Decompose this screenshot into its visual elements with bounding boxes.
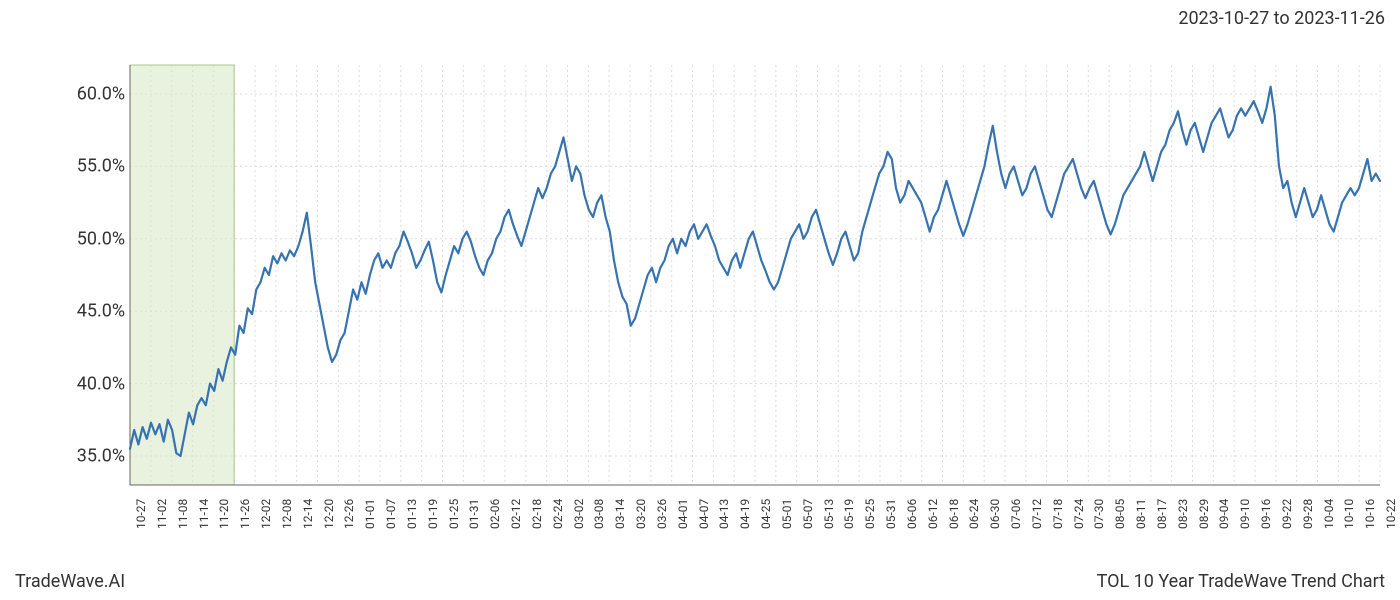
x-tick-label: 12-02 [259, 499, 273, 529]
x-tick-label: 02-18 [530, 499, 544, 529]
chart-title: TOL 10 Year TradeWave Trend Chart [1097, 571, 1385, 592]
x-tick-label: 03-08 [592, 499, 606, 529]
x-tick-label: 04-13 [717, 499, 731, 529]
x-tick-label: 12-08 [280, 499, 294, 529]
x-tick-label: 04-07 [697, 499, 711, 529]
x-tick-label: 07-30 [1092, 499, 1106, 529]
x-tick-label: 06-06 [905, 499, 919, 529]
x-tick-label: 11-26 [238, 499, 252, 529]
x-tick-label: 01-19 [426, 499, 440, 529]
x-tick-label: 03-14 [613, 499, 627, 529]
x-tick-label: 10-10 [1342, 499, 1356, 529]
x-tick-label: 09-16 [1259, 499, 1273, 529]
x-tick-label: 04-01 [676, 499, 690, 529]
chart-container: 2023-10-27 to 2023-11-26 35.0%40.0%45.0%… [0, 0, 1400, 600]
x-tick-label: 08-23 [1176, 499, 1190, 529]
x-tick-label: 11-14 [197, 499, 211, 529]
x-tick-label: 12-14 [301, 499, 315, 529]
x-tick-label: 11-20 [217, 499, 231, 529]
x-tick-label: 02-12 [509, 499, 523, 529]
x-tick-label: 09-22 [1280, 499, 1294, 529]
trend-chart-svg [0, 0, 1400, 560]
x-tick-label: 08-29 [1197, 499, 1211, 529]
x-tick-label: 07-18 [1051, 499, 1065, 529]
x-tick-label: 01-01 [363, 499, 377, 529]
x-tick-label: 05-19 [842, 499, 856, 529]
x-tick-label: 07-24 [1072, 499, 1086, 529]
x-tick-label: 01-31 [467, 499, 481, 529]
x-tick-label: 05-01 [780, 499, 794, 529]
x-tick-label: 04-19 [738, 499, 752, 529]
x-tick-label: 10-04 [1322, 499, 1336, 529]
y-tick-label: 60.0% [77, 83, 125, 104]
x-tick-label: 12-26 [342, 499, 356, 529]
x-tick-label: 09-04 [1217, 499, 1231, 529]
x-tick-label: 02-06 [488, 499, 502, 529]
x-tick-label: 01-13 [405, 499, 419, 529]
x-tick-label: 03-26 [655, 499, 669, 529]
x-tick-label: 10-22 [1384, 499, 1398, 529]
x-tick-label: 09-28 [1301, 499, 1315, 529]
x-tick-label: 08-17 [1155, 499, 1169, 529]
y-tick-label: 35.0% [77, 446, 125, 467]
x-tick-label: 08-05 [1113, 499, 1127, 529]
x-tick-label: 06-12 [926, 499, 940, 529]
x-tick-label: 10-27 [134, 499, 148, 529]
x-tick-label: 09-10 [1238, 499, 1252, 529]
y-tick-label: 45.0% [77, 301, 125, 322]
y-tick-label: 55.0% [77, 156, 125, 177]
x-tick-label: 05-07 [801, 499, 815, 529]
x-tick-label: 11-02 [155, 499, 169, 529]
x-tick-label: 05-13 [822, 499, 836, 529]
x-tick-label: 02-24 [551, 499, 565, 529]
x-tick-label: 05-31 [884, 499, 898, 529]
y-tick-label: 40.0% [77, 373, 125, 394]
x-tick-label: 10-16 [1363, 499, 1377, 529]
x-tick-label: 08-11 [1134, 499, 1148, 529]
x-tick-label: 05-25 [863, 499, 877, 529]
x-tick-label: 01-07 [384, 499, 398, 529]
x-tick-label: 11-08 [176, 499, 190, 529]
x-tick-label: 06-30 [988, 499, 1002, 529]
x-tick-label: 04-25 [759, 499, 773, 529]
x-tick-label: 06-18 [947, 499, 961, 529]
x-tick-label: 12-20 [322, 499, 336, 529]
x-tick-label: 07-12 [1030, 499, 1044, 529]
brand-label: TradeWave.AI [15, 571, 125, 592]
x-tick-label: 07-06 [1009, 499, 1023, 529]
y-tick-label: 50.0% [77, 228, 125, 249]
x-tick-label: 06-24 [967, 499, 981, 529]
x-tick-label: 03-02 [572, 499, 586, 529]
x-tick-label: 03-20 [634, 499, 648, 529]
x-tick-label: 01-25 [447, 499, 461, 529]
